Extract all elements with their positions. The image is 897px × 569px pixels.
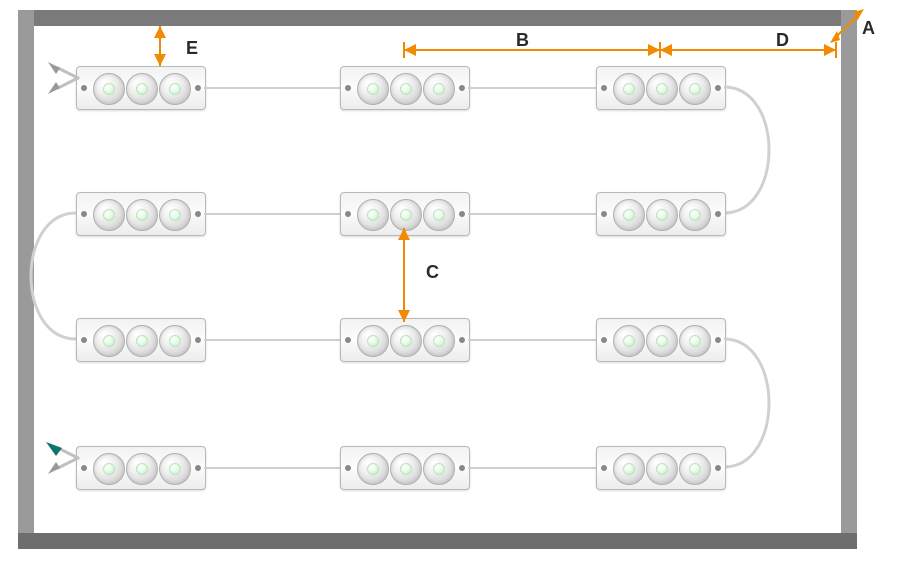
label-E: E [186, 38, 198, 59]
arrow-A [830, 9, 864, 43]
dimension-arrows [0, 0, 897, 569]
arrow-C [398, 228, 410, 322]
arrow-D [660, 42, 836, 58]
diagram-stage: A B C D E [0, 0, 897, 569]
arrow-E [154, 26, 166, 66]
label-B: B [516, 30, 529, 51]
arrow-B [404, 42, 660, 58]
label-D: D [776, 30, 789, 51]
label-C: C [426, 262, 439, 283]
label-A: A [862, 18, 875, 39]
